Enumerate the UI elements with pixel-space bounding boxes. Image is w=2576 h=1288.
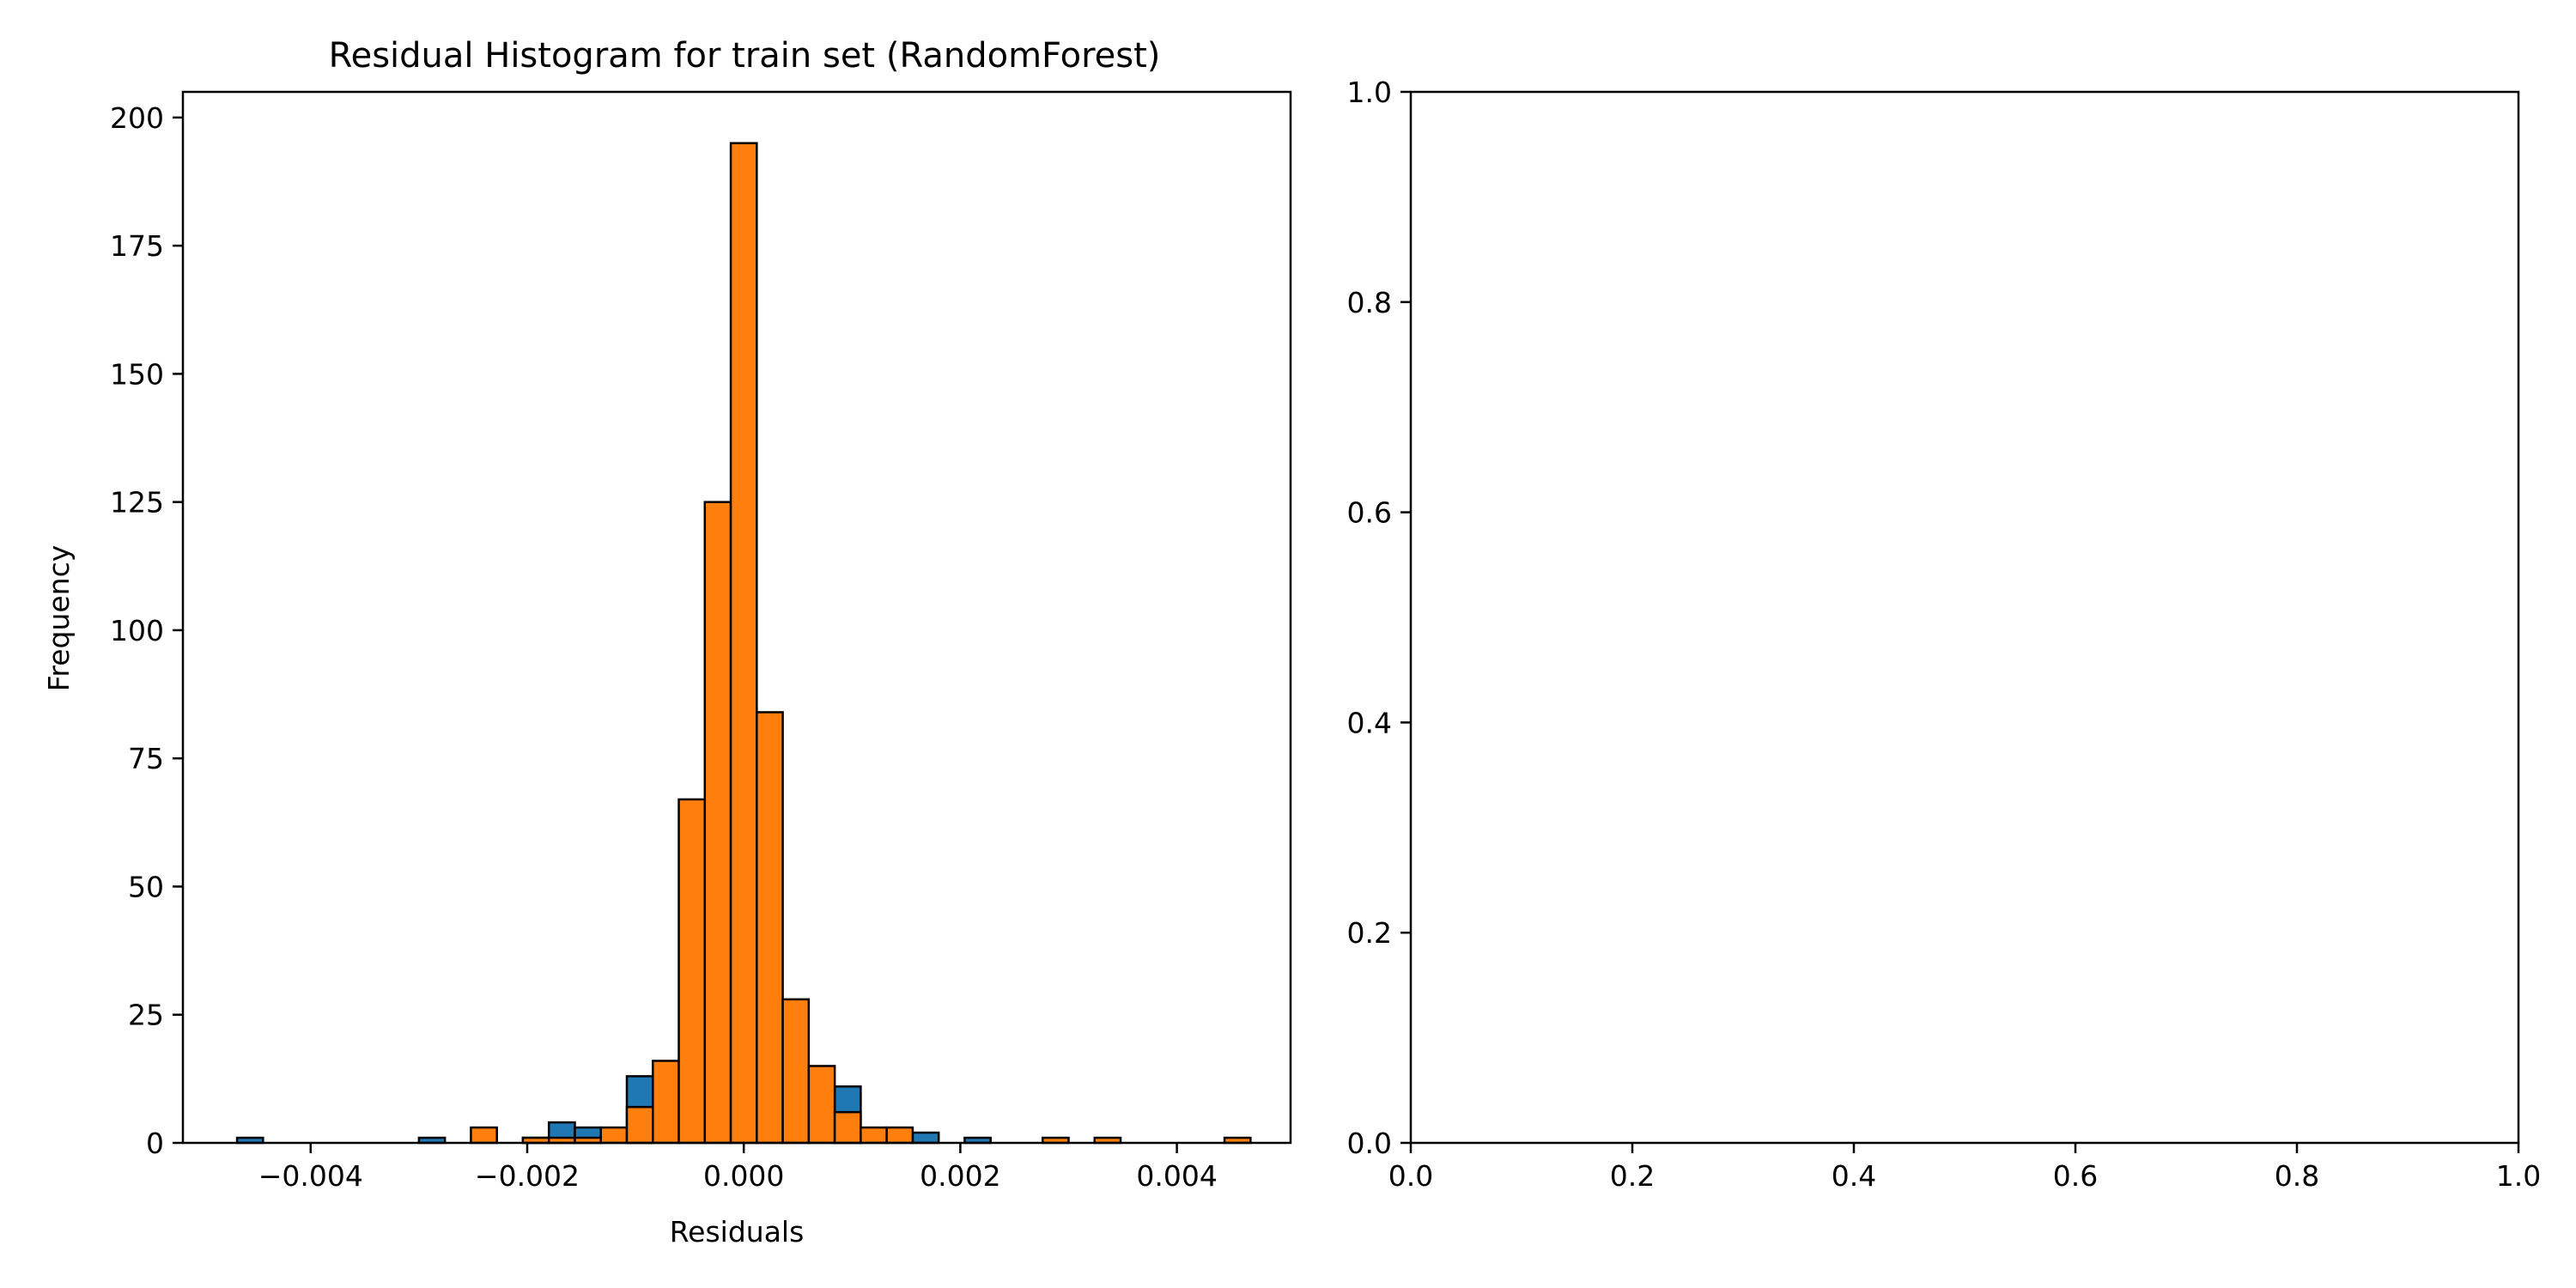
histogram-bar xyxy=(911,1131,940,1145)
y-tick-label: 100 xyxy=(110,614,164,647)
histogram-bar xyxy=(652,1060,680,1145)
histogram-bar xyxy=(470,1126,498,1145)
histogram-bar xyxy=(807,1065,836,1145)
y-tick-label: 0.4 xyxy=(1347,706,1392,739)
x-axis-label: Residuals xyxy=(670,1215,805,1249)
y-tick-label: 1.0 xyxy=(1347,76,1392,109)
histogram-bar xyxy=(756,711,784,1145)
x-tick-label: 0.8 xyxy=(2275,1159,2319,1193)
x-tick-label: 0.004 xyxy=(1136,1159,1217,1193)
x-tick-label: 0.6 xyxy=(2053,1159,2098,1193)
histogram-bar xyxy=(677,798,707,1145)
series-orange-bars xyxy=(470,142,1252,1145)
plot-frame xyxy=(181,90,1292,1145)
plot-frame xyxy=(1409,90,2520,1145)
x-tick-label: 0.2 xyxy=(1610,1159,1655,1193)
x-tick-label: 1.0 xyxy=(2496,1159,2541,1193)
x-tick-label: 0.4 xyxy=(1832,1159,1876,1193)
x-tick-label: −0.004 xyxy=(258,1159,363,1193)
y-tick-label: 0 xyxy=(146,1127,164,1160)
x-tick-label: 0.0 xyxy=(1388,1159,1433,1193)
histogram-bar xyxy=(625,1105,654,1145)
y-tick-label: 75 xyxy=(128,742,164,775)
x-axis: −0.004 −0.002 0.000 0.002 0.004 xyxy=(258,1143,1218,1193)
y-tick-label: 25 xyxy=(128,999,164,1032)
y-tick-label: 150 xyxy=(110,357,164,391)
y-tick-label: 125 xyxy=(110,486,164,519)
x-tick-label: −0.002 xyxy=(475,1159,580,1193)
x-axis: 0.0 0.2 0.4 0.6 0.8 1.0 xyxy=(1388,1143,2541,1193)
histogram-bar xyxy=(833,1110,862,1145)
histogram-bar xyxy=(729,142,758,1145)
y-tick-label: 0.2 xyxy=(1347,916,1392,950)
histogram-bar xyxy=(860,1126,888,1145)
histogram-bar xyxy=(781,998,811,1145)
histogram-chart: Residual Histogram for train set (Random… xyxy=(42,36,1292,1249)
histogram-bar xyxy=(703,501,732,1145)
y-axis: 0.0 0.2 0.4 0.6 0.8 1.0 xyxy=(1347,76,1411,1160)
histogram-bar xyxy=(885,1126,914,1145)
y-tick-label: 0.6 xyxy=(1347,496,1392,530)
y-tick-label: 50 xyxy=(128,870,164,903)
histogram-bar xyxy=(599,1126,629,1145)
y-tick-label: 200 xyxy=(110,101,164,135)
x-tick-label: 0.002 xyxy=(920,1159,1000,1193)
y-tick-label: 0.0 xyxy=(1347,1127,1392,1160)
chart-title: Residual Histogram for train set (Random… xyxy=(329,36,1161,76)
y-tick-label: 0.8 xyxy=(1347,286,1392,319)
y-tick-label: 175 xyxy=(110,229,164,263)
empty-axes-chart: 0.0 0.2 0.4 0.6 0.8 1.0 0.0 0.2 0.4 0.6 0.8 1.0 xyxy=(1347,76,2542,1193)
x-tick-label: 0.000 xyxy=(703,1159,784,1193)
y-axis-label: Frequency xyxy=(42,545,76,691)
y-axis: 0 25 50 75 100 125 150 175 200 xyxy=(110,101,183,1160)
